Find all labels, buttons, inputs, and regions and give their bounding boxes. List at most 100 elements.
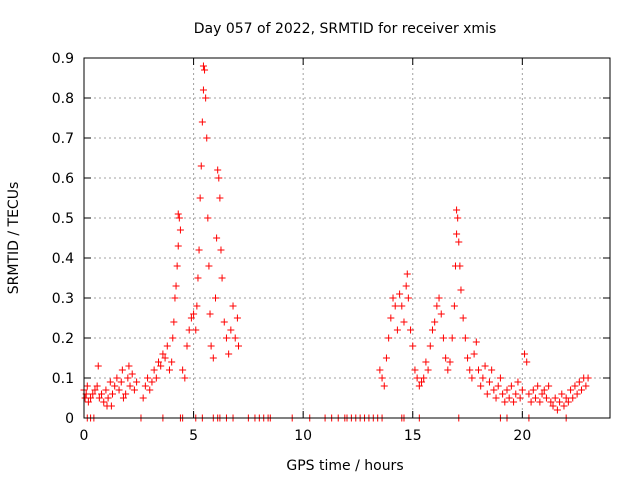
data-point: [126, 382, 134, 390]
data-point: [455, 238, 463, 246]
data-point: [398, 302, 406, 310]
data-point: [83, 382, 91, 390]
data-point: [197, 162, 205, 170]
data-point: [457, 286, 465, 294]
data-point: [144, 374, 152, 382]
data-point: [542, 394, 550, 402]
data-point: [437, 310, 445, 318]
data-point: [448, 334, 456, 342]
data-point: [382, 354, 390, 362]
data-point: [215, 174, 223, 182]
y-tick-label: 0.6: [52, 171, 74, 187]
data-point: [98, 390, 106, 398]
data-point: [148, 378, 156, 386]
data-point: [450, 302, 458, 310]
data-point: [133, 378, 141, 386]
data-point: [128, 370, 136, 378]
data-point: [404, 294, 412, 302]
data-point: [119, 394, 127, 402]
data-point: [193, 302, 201, 310]
data-point: [418, 378, 426, 386]
data-point: [481, 362, 489, 370]
data-point: [516, 394, 524, 402]
data-point: [446, 358, 454, 366]
data-point: [380, 382, 388, 390]
data-point: [545, 382, 553, 390]
data-point: [466, 366, 474, 374]
data-point: [558, 390, 566, 398]
data-point: [104, 394, 112, 402]
data-point: [95, 394, 103, 402]
data-point: [235, 342, 243, 350]
data-point: [198, 118, 206, 126]
data-point: [389, 294, 397, 302]
data-point: [456, 262, 464, 270]
data-point: [159, 350, 167, 358]
data-point: [102, 386, 110, 394]
data-point: [454, 214, 462, 222]
x-tick-label: 5: [189, 428, 198, 444]
data-point: [229, 302, 237, 310]
data-point: [461, 334, 469, 342]
data-point: [206, 310, 214, 318]
data-point: [222, 334, 230, 342]
y-tick-label: 0: [65, 411, 74, 427]
data-point: [479, 374, 487, 382]
data-point: [510, 398, 518, 406]
data-point: [420, 374, 428, 382]
data-point: [525, 390, 533, 398]
x-tick-label: 10: [294, 428, 312, 444]
data-point: [470, 350, 478, 358]
data-point: [453, 206, 461, 214]
y-tick-label: 0.3: [52, 291, 74, 307]
data-point: [122, 390, 130, 398]
data-point: [531, 394, 539, 402]
data-point: [152, 374, 160, 382]
data-point: [115, 386, 123, 394]
data-point: [391, 302, 399, 310]
data-point: [169, 334, 177, 342]
x-tick-label: 0: [80, 428, 89, 444]
y-tick-label: 0.8: [52, 91, 74, 107]
data-points: [80, 62, 592, 422]
data-point: [209, 354, 217, 362]
data-point: [402, 282, 410, 290]
data-point: [512, 390, 520, 398]
data-point: [385, 334, 393, 342]
data-point: [521, 350, 529, 358]
data-point: [468, 374, 476, 382]
plot-frame: [83, 57, 611, 419]
data-point: [439, 334, 447, 342]
data-point: [488, 366, 496, 374]
data-point: [94, 362, 102, 370]
data-point: [483, 390, 491, 398]
data-point: [527, 398, 535, 406]
data-point: [393, 326, 401, 334]
data-point: [424, 366, 432, 374]
data-point: [192, 326, 200, 334]
data-point: [157, 362, 165, 370]
data-point: [171, 294, 179, 302]
chart-title: Day 057 of 2022, SRMTID for receiver xmi…: [194, 21, 497, 37]
data-point: [233, 314, 241, 322]
data-point: [496, 374, 504, 382]
data-point: [199, 62, 207, 70]
data-point: [179, 366, 187, 374]
data-point: [584, 374, 592, 382]
data-point: [523, 358, 531, 366]
data-point: [165, 366, 173, 374]
data-point: [505, 394, 513, 402]
data-point: [196, 194, 204, 202]
data-point: [567, 386, 575, 394]
data-point: [518, 386, 526, 394]
data-point: [578, 386, 586, 394]
y-tick-label: 0.7: [52, 131, 74, 147]
data-point: [175, 214, 183, 222]
x-axis-label: GPS time / hours: [286, 458, 403, 474]
data-point: [161, 354, 169, 362]
grid-lines: [84, 58, 610, 418]
y-tick-label: 0.9: [52, 51, 74, 67]
data-point: [124, 374, 132, 382]
data-point: [155, 358, 163, 366]
data-point: [213, 234, 221, 242]
